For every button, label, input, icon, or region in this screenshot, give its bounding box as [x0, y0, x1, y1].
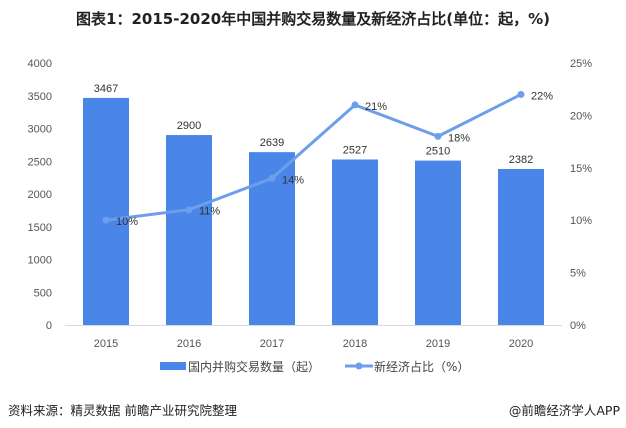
line-point [517, 90, 525, 98]
source-note: 资料来源：精灵数据 前瞻产业研究院整理 [8, 403, 237, 418]
brand-label: @前瞻经济学人APP [508, 403, 620, 418]
left-axis-tick: 2000 [28, 189, 52, 201]
left-axis-tick: 500 [34, 287, 52, 299]
bar-data-label: 2900 [177, 120, 201, 132]
bar-data-label: 2382 [509, 154, 533, 166]
line-point [268, 174, 276, 182]
bar-data-label: 2527 [343, 144, 367, 156]
left-axis-tick: 1500 [28, 222, 52, 234]
x-axis-tick: 2017 [260, 338, 284, 350]
right-axis-tick: 10% [570, 215, 592, 227]
right-axis-tick: 5% [570, 268, 586, 280]
left-axis-tick: 2500 [28, 156, 52, 168]
left-axis-tick: 0 [46, 320, 52, 332]
line-point [351, 101, 359, 109]
x-axis-tick: 2015 [94, 338, 118, 350]
x-axis-tick: 2016 [177, 338, 201, 350]
legend-bar-label: 国内并购交易数量（起） [188, 359, 320, 374]
x-axis-tick: 2020 [509, 338, 533, 350]
right-axis-tick: 20% [570, 110, 592, 122]
legend-line-marker [355, 362, 363, 370]
left-axis-tick: 4000 [28, 58, 52, 70]
line-data-label: 10% [116, 216, 138, 228]
line-series [105, 93, 522, 222]
line-data-label: 21% [365, 101, 387, 113]
legend-bar-swatch [160, 362, 186, 370]
line-data-label: 11% [199, 206, 220, 218]
line-point [102, 216, 110, 224]
bar [332, 159, 378, 325]
x-axis-tick: 2019 [426, 338, 450, 350]
bar-data-label: 2510 [426, 146, 450, 158]
right-axis-tick: 25% [570, 58, 592, 70]
line-data-label: 14% [282, 174, 304, 186]
left-axis-tick: 3000 [28, 124, 52, 136]
left-axis-tick: 1000 [28, 255, 52, 267]
bar [166, 135, 212, 325]
bar [83, 97, 129, 325]
bar-data-label: 3467 [94, 83, 118, 95]
legend-line-label: 新经济占比（%） [374, 359, 469, 374]
line-data-label: 18% [448, 132, 470, 144]
x-axis-tick: 2018 [343, 338, 367, 350]
right-axis-tick: 0% [570, 320, 586, 332]
chart-title: 图表1：2015-2020年中国并购交易数量及新经济占比(单位：起，%) [76, 10, 550, 28]
left-axis-tick: 3500 [28, 91, 52, 103]
line-point [185, 206, 193, 214]
line-data-label: 22% [531, 90, 553, 102]
bar [498, 168, 544, 325]
bar [415, 160, 461, 325]
bar-data-label: 2639 [260, 137, 284, 149]
line-point [434, 132, 442, 140]
right-axis-tick: 15% [570, 163, 592, 175]
